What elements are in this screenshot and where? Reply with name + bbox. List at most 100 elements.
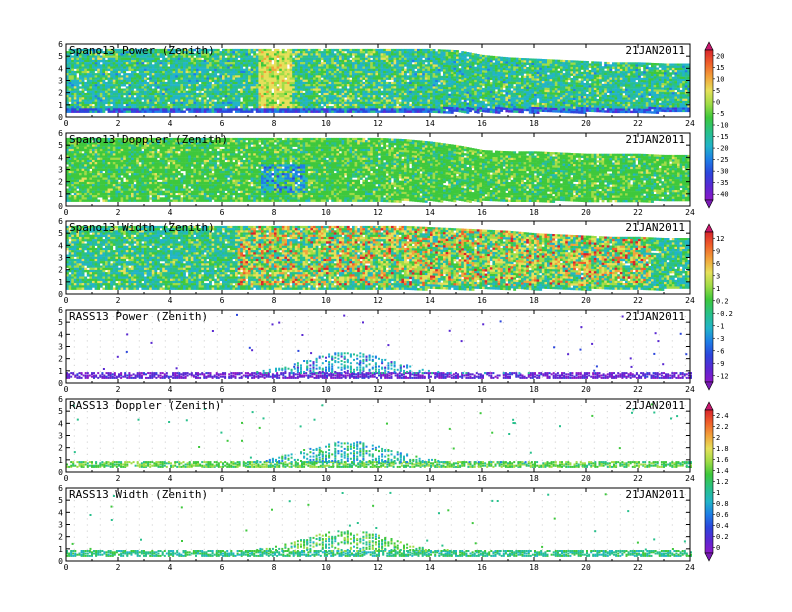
heatmap-cell bbox=[95, 89, 98, 91]
heatmap-cell bbox=[513, 77, 516, 79]
heatmap-cell bbox=[474, 100, 477, 102]
heatmap-cell bbox=[144, 84, 147, 86]
heatmap-cell bbox=[141, 111, 144, 113]
heatmap-cell bbox=[253, 100, 256, 102]
heatmap-cell bbox=[446, 58, 449, 60]
heatmap-cell bbox=[412, 69, 415, 71]
heatmap-cell bbox=[251, 82, 254, 84]
heatmap-cell bbox=[373, 69, 376, 71]
heatmap-cell bbox=[279, 56, 282, 58]
heatmap-cell bbox=[531, 63, 534, 65]
heatmap-cell bbox=[500, 79, 503, 81]
heatmap-cell bbox=[191, 106, 194, 108]
heatmap-cell bbox=[225, 67, 228, 69]
heatmap-cell bbox=[440, 65, 443, 67]
heatmap-cell bbox=[206, 75, 209, 77]
heatmap-cell bbox=[287, 62, 290, 64]
heatmap-cell bbox=[258, 60, 261, 62]
heatmap-cell bbox=[74, 82, 77, 84]
heatmap-cell bbox=[451, 78, 454, 80]
heatmap-cell bbox=[313, 89, 316, 91]
heatmap-cell bbox=[74, 80, 77, 82]
heatmap-cell bbox=[300, 62, 303, 64]
heatmap-cell bbox=[394, 93, 397, 95]
heatmap-cell bbox=[266, 84, 269, 86]
heatmap-cell bbox=[230, 73, 233, 75]
heatmap-cell bbox=[196, 67, 199, 69]
heatmap-cell bbox=[264, 91, 267, 93]
heatmap-cell bbox=[139, 89, 142, 91]
heatmap-cell bbox=[414, 84, 417, 86]
heatmap-cell bbox=[456, 107, 459, 109]
heatmap-cell bbox=[126, 80, 129, 82]
heatmap-cell bbox=[461, 97, 464, 99]
heatmap-cell bbox=[92, 69, 95, 71]
heatmap-cell bbox=[396, 102, 399, 104]
heatmap-cell bbox=[477, 80, 480, 82]
heatmap-cell bbox=[136, 95, 139, 97]
heatmap-cell bbox=[430, 84, 433, 86]
heatmap-cell bbox=[264, 69, 267, 71]
heatmap-cell bbox=[407, 56, 410, 58]
heatmap-cell bbox=[342, 75, 345, 77]
heatmap-cell bbox=[292, 64, 295, 66]
heatmap-cell bbox=[378, 78, 381, 80]
heatmap-cell bbox=[165, 69, 168, 71]
heatmap-cell bbox=[277, 73, 280, 75]
heatmap-cell bbox=[498, 72, 501, 74]
heatmap-cell bbox=[388, 97, 391, 99]
heatmap-cell bbox=[365, 73, 368, 75]
heatmap-cell bbox=[290, 49, 293, 51]
heatmap-cell bbox=[212, 102, 215, 104]
heatmap-cell bbox=[383, 60, 386, 62]
heatmap-cell bbox=[204, 64, 207, 66]
heatmap-cell bbox=[344, 91, 347, 93]
heatmap-cell bbox=[136, 108, 139, 110]
heatmap-cell bbox=[219, 64, 222, 66]
heatmap-cell bbox=[204, 82, 207, 84]
heatmap-cell bbox=[503, 94, 506, 96]
heatmap-cell bbox=[355, 71, 358, 73]
heatmap-cell bbox=[295, 56, 298, 58]
heatmap-cell bbox=[409, 78, 412, 80]
heatmap-cell bbox=[84, 93, 87, 95]
heatmap-cell bbox=[472, 75, 475, 77]
heatmap-cell bbox=[74, 64, 77, 66]
heatmap-cell bbox=[362, 49, 365, 51]
heatmap-cell bbox=[352, 80, 355, 82]
heatmap-cell bbox=[170, 100, 173, 102]
heatmap-cell bbox=[373, 64, 376, 66]
heatmap-cell bbox=[399, 97, 402, 99]
heatmap-cell bbox=[386, 100, 389, 102]
heatmap-cell bbox=[240, 89, 243, 91]
heatmap-cell bbox=[227, 71, 230, 73]
heatmap-cell bbox=[448, 111, 451, 113]
heatmap-cell bbox=[388, 51, 391, 53]
heatmap-cell bbox=[495, 111, 498, 113]
heatmap-cell bbox=[420, 67, 423, 69]
heatmap-cell bbox=[92, 93, 95, 95]
heatmap-cell bbox=[141, 80, 144, 82]
heatmap-cell bbox=[76, 86, 79, 88]
heatmap-cell bbox=[360, 78, 363, 80]
heatmap-cell bbox=[417, 53, 420, 55]
heatmap-cell bbox=[136, 69, 139, 71]
heatmap-cell bbox=[160, 62, 163, 64]
heatmap-cell bbox=[178, 95, 181, 97]
heatmap-cell bbox=[232, 91, 235, 93]
heatmap-cell bbox=[235, 67, 238, 69]
heatmap-cell bbox=[139, 104, 142, 106]
heatmap-cell bbox=[297, 82, 300, 84]
heatmap-cell bbox=[251, 102, 254, 104]
heatmap-cell bbox=[498, 96, 501, 98]
heatmap-cell bbox=[141, 108, 144, 110]
heatmap-cell bbox=[199, 62, 202, 64]
heatmap-cell bbox=[308, 53, 311, 55]
heatmap-cell bbox=[115, 80, 118, 82]
heatmap-cell bbox=[310, 64, 313, 66]
heatmap-cell bbox=[305, 97, 308, 99]
heatmap-cell bbox=[167, 86, 170, 88]
heatmap-cell bbox=[266, 60, 269, 62]
heatmap-cell bbox=[297, 62, 300, 64]
heatmap-cell bbox=[378, 49, 381, 51]
